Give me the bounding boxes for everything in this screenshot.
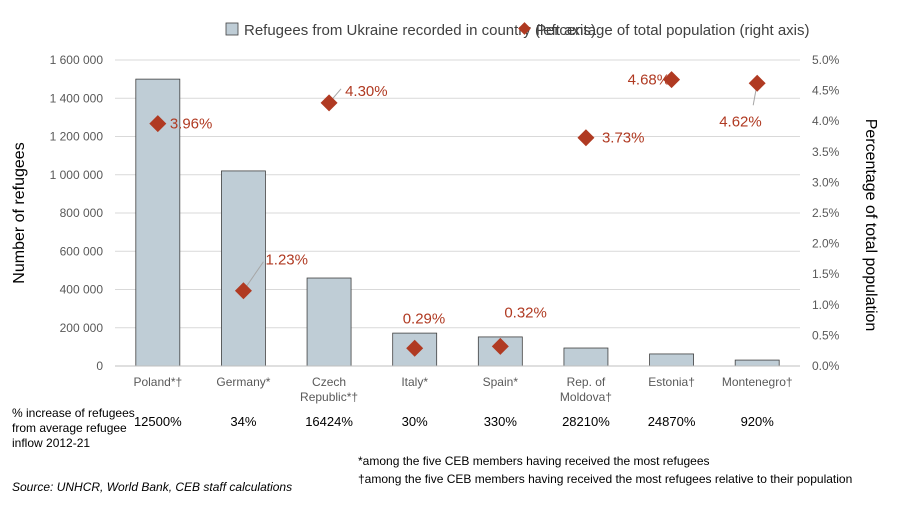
bar xyxy=(649,353,694,367)
data-label: 0.29% xyxy=(403,310,446,327)
data-label: 4.30% xyxy=(345,83,388,100)
y-tick-label: 1 000 000 xyxy=(50,168,104,182)
increase-value: 16424% xyxy=(305,414,353,429)
y-right-tick-label: 0.5% xyxy=(812,328,840,342)
bar xyxy=(306,277,352,367)
data-label: 3.96% xyxy=(170,116,213,133)
increase-value: 30% xyxy=(402,414,428,429)
bar xyxy=(734,359,780,367)
category-label: Germany* xyxy=(216,375,270,389)
data-label: 0.32% xyxy=(504,304,547,321)
y-tick-label: 600 000 xyxy=(60,244,104,258)
y-tick-label: 0 xyxy=(96,359,103,373)
y-right-tick-label: 2.5% xyxy=(812,206,840,220)
data-label: 3.73% xyxy=(602,130,645,147)
increase-value: 34% xyxy=(230,414,256,429)
increase-row-label: % increase of refugees from average refu… xyxy=(12,406,135,450)
y-axis-right-title: Percentage of total population xyxy=(862,119,879,332)
y-right-tick-label: 3.5% xyxy=(812,145,840,159)
y-tick-label: 200 000 xyxy=(60,321,104,335)
y-right-tick-label: 4.0% xyxy=(812,114,840,128)
data-label: 4.68% xyxy=(628,72,671,89)
category-label: Italy* xyxy=(401,375,428,389)
data-point xyxy=(406,339,424,357)
increase-value: 12500% xyxy=(134,414,182,429)
category-label: Rep. of xyxy=(567,375,606,389)
bar xyxy=(563,347,609,367)
data-point xyxy=(491,337,509,355)
legend: Refugees from Ukraine recorded in countr… xyxy=(225,22,810,39)
category-label: Czech xyxy=(312,375,346,389)
data-label: 1.23% xyxy=(265,252,308,269)
y-tick-label: 800 000 xyxy=(60,206,104,220)
category-label: Poland*† xyxy=(133,375,182,389)
data-point xyxy=(149,115,167,133)
increase-label-line: % increase of refugees xyxy=(12,406,135,420)
y-right-tick-label: 5.0% xyxy=(812,53,840,67)
data-point xyxy=(234,282,252,300)
increase-value: 920% xyxy=(741,414,775,429)
legend-diamond-label: Percentage of total population (right ax… xyxy=(536,22,810,39)
y-tick-label: 1 600 000 xyxy=(50,53,104,67)
category-label: Spain* xyxy=(483,375,519,389)
legend-bar-swatch xyxy=(225,22,239,36)
increase-label-line: from average refugee xyxy=(12,421,127,435)
data-label: 4.62% xyxy=(719,113,762,130)
y-right-tick-label: 2.0% xyxy=(812,237,840,251)
y-axis-title: Number of refugees xyxy=(11,142,28,283)
increase-value: 24870% xyxy=(648,414,696,429)
y-tick-label: 1 400 000 xyxy=(50,91,104,105)
y-right-tick-label: 3.0% xyxy=(812,175,840,189)
bar xyxy=(477,336,523,367)
data-point xyxy=(320,94,338,112)
category-label: Montenegro† xyxy=(722,375,793,389)
legend-bar-label: Refugees from Ukraine recorded in countr… xyxy=(244,22,596,39)
y-tick-label: 1 200 000 xyxy=(50,130,104,144)
source-note: Source: UNHCR, World Bank, CEB staff cal… xyxy=(12,480,292,494)
increase-label-line: inflow 2012-21 xyxy=(12,436,90,450)
y-right-tick-label: 1.0% xyxy=(812,298,840,312)
y-tick-label: 400 000 xyxy=(60,283,104,297)
y-right-tick-label: 1.5% xyxy=(812,267,840,281)
data-point xyxy=(748,74,766,92)
data-point xyxy=(663,71,681,89)
category-label: Estonia† xyxy=(648,375,695,389)
y-right-tick-label: 0.0% xyxy=(812,359,840,373)
increase-value: 330% xyxy=(484,414,518,429)
bar xyxy=(221,170,266,367)
footnote-dagger: †among the five CEB members having recei… xyxy=(358,472,852,486)
footnote-star: *among the five CEB members having recei… xyxy=(358,454,710,468)
increase-value: 28210% xyxy=(562,414,610,429)
y-right-tick-label: 4.5% xyxy=(812,84,840,98)
category-label: Republic*† xyxy=(300,390,358,404)
category-label: Moldova† xyxy=(560,390,612,404)
data-point xyxy=(577,129,595,147)
